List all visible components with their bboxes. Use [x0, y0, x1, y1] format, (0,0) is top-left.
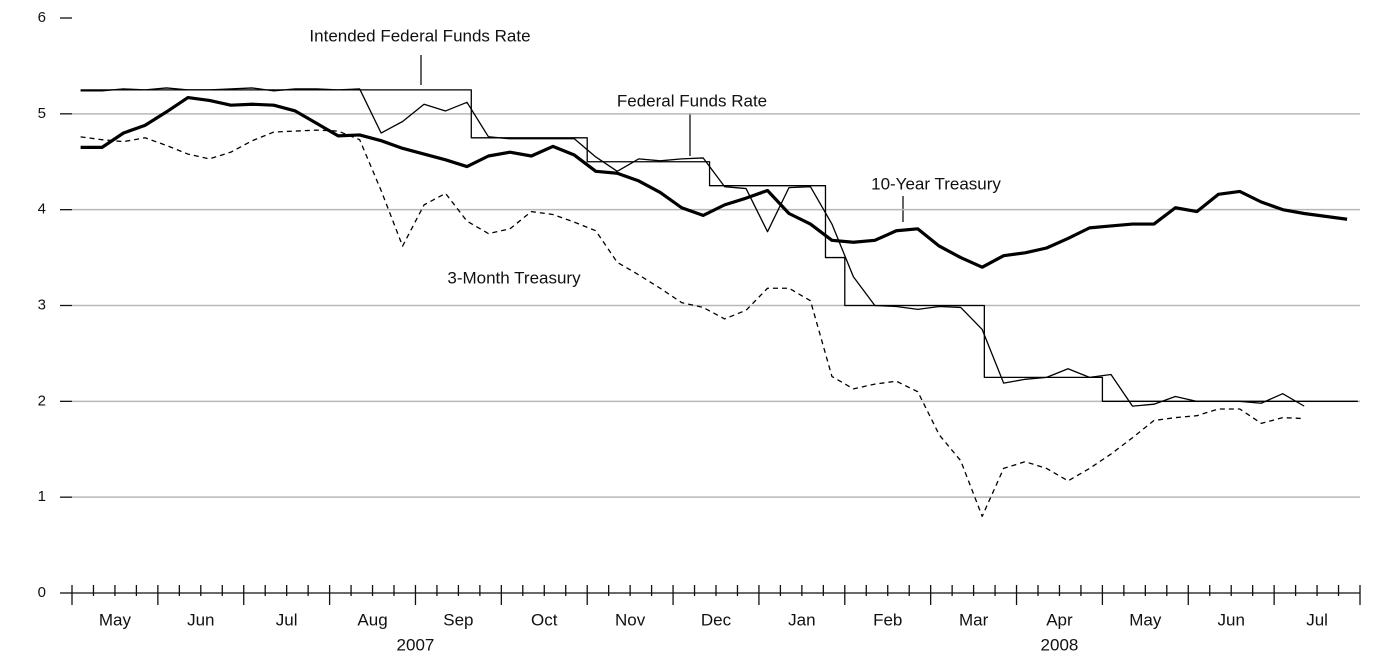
x-tick-label: Jul — [1306, 610, 1328, 629]
x-tick-label: Jan — [788, 610, 815, 629]
series-line — [80, 89, 1358, 402]
x-tick-label: Aug — [357, 610, 387, 629]
year-label: 2008 — [1041, 635, 1079, 654]
y-tick-label: 0 — [38, 584, 46, 601]
y-tick-label: 6 — [38, 9, 46, 26]
x-tick-label: May — [1129, 610, 1162, 629]
annotation: 3-Month Treasury — [447, 268, 581, 287]
year-label: 2007 — [397, 635, 435, 654]
annotation: Federal Funds Rate — [617, 91, 767, 110]
x-tick-label: Sep — [443, 610, 473, 629]
x-tick-label: Mar — [959, 610, 989, 629]
x-tick-label: Oct — [531, 610, 558, 629]
x-tick-label: May — [99, 610, 132, 629]
annotation: Intended Federal Funds Rate — [309, 26, 530, 45]
x-tick-label: Jul — [276, 610, 298, 629]
y-tick-label: 5 — [38, 105, 46, 122]
y-tick-label: 2 — [38, 392, 46, 409]
series-line — [80, 95, 1348, 269]
series-line — [80, 129, 1305, 517]
x-tick-label: Jun — [1217, 610, 1244, 629]
y-tick-label: 1 — [38, 488, 46, 505]
x-tick-label: Apr — [1046, 610, 1073, 629]
x-tick-label: Nov — [615, 610, 646, 629]
x-tick-label: Feb — [873, 610, 902, 629]
x-tick-label: Dec — [701, 610, 732, 629]
y-tick-label: 3 — [38, 296, 46, 313]
x-tick-label: Jun — [187, 610, 214, 629]
annotation: 10-Year Treasury — [871, 174, 1001, 193]
y-tick-label: 4 — [38, 201, 46, 218]
